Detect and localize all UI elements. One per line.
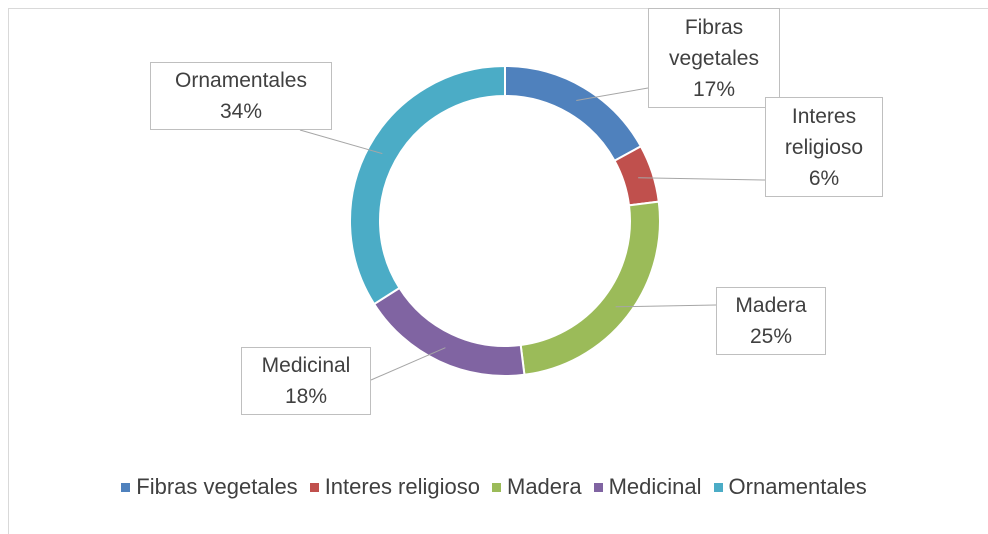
label-category: Ornamentales (175, 69, 307, 92)
donut-slice (519, 200, 661, 376)
label-value: 6% (808, 166, 840, 190)
donut-slice (504, 64, 643, 163)
legend-label: Fibras vegetales (136, 474, 298, 499)
label-category: Medicinal (261, 354, 351, 377)
legend-item: Madera (492, 474, 582, 500)
data-label: Medicinal 18% (241, 347, 371, 415)
legend-label: Madera (507, 474, 582, 499)
label-category: Fibras vegetales (669, 15, 759, 70)
data-label: Ornamentales 34% (150, 62, 332, 130)
label-category: Madera (735, 294, 807, 317)
leader-line (615, 304, 717, 308)
legend-label: Medicinal (608, 474, 702, 499)
legend-swatch (492, 482, 501, 492)
legend-item: Ornamentales (713, 474, 867, 500)
label-value: 34% (219, 100, 263, 123)
legend-item: Medicinal (593, 474, 702, 500)
legend-swatch (593, 482, 603, 492)
legend-label: Interes religioso (324, 474, 480, 499)
legend: Fibras vegetales Interes religioso Madera M… (0, 474, 988, 500)
legend-swatch (713, 482, 723, 492)
donut-slice (349, 64, 506, 306)
leader-line (576, 87, 649, 101)
chart-border (8, 8, 988, 534)
donut-slice (372, 286, 526, 377)
label-value: 17% (692, 77, 736, 101)
legend-item: Interes religioso (309, 474, 480, 500)
leader-line (638, 177, 766, 181)
legend-item: Fibras vegetales (121, 474, 298, 500)
label-category: Interes religioso (784, 104, 864, 159)
data-label: Fibras vegetales 17% (648, 8, 780, 108)
leader-line (370, 347, 446, 381)
legend-swatch (121, 482, 131, 492)
leader-line (299, 129, 383, 155)
data-label: Madera 25% (716, 287, 826, 355)
legend-label: Ornamentales (728, 474, 867, 499)
legend-swatch (309, 482, 319, 492)
data-label: Interes religioso 6% (765, 97, 883, 197)
label-value: 18% (284, 385, 328, 408)
label-value: 25% (749, 325, 793, 348)
